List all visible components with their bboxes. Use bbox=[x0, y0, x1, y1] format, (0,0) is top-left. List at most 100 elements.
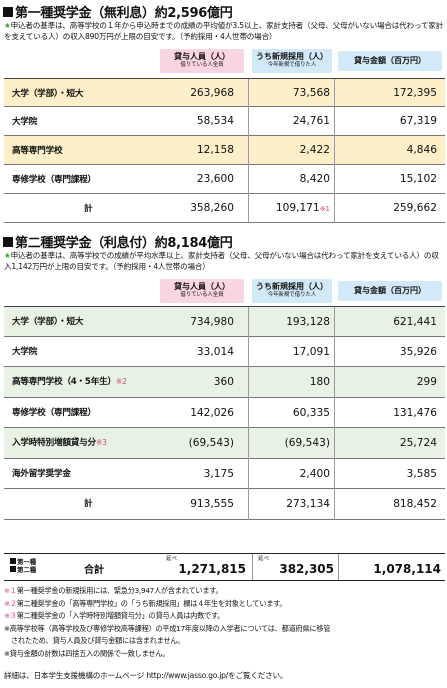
grand-total-recipients-value: 1,271,815 bbox=[178, 562, 246, 576]
recipients-value: 358,260 bbox=[190, 202, 234, 214]
row-label: 専修学校（専門課程） bbox=[12, 398, 96, 429]
footnote-text: ※貸与金額の計数は四捨五入の関係で一致しません。 bbox=[4, 648, 170, 658]
footnote-mark: ※１ bbox=[4, 586, 17, 595]
recipients-value: 33,014 bbox=[196, 345, 234, 358]
star-icon: ★ bbox=[4, 251, 11, 260]
footnote-text: 第二種奨学金の「入学時特別増額貸与分」の貸与人員は内数です。 bbox=[16, 611, 225, 620]
new-value-text: 2,400 bbox=[299, 467, 330, 480]
recipients-value: 23,600 bbox=[196, 173, 234, 185]
row-label: 大学院 bbox=[12, 337, 37, 368]
row-label: 海外留学奨学金 bbox=[12, 459, 71, 490]
column-divider bbox=[334, 489, 335, 520]
column-divider bbox=[248, 107, 249, 136]
header-label: うち新規採用（人） bbox=[256, 282, 328, 291]
recipients-value: 58,534 bbox=[196, 115, 234, 127]
new-value: 73,568 bbox=[248, 79, 330, 109]
recipients-value: (69,543) bbox=[188, 437, 234, 449]
amount-value: 35,926 bbox=[399, 345, 437, 358]
row-label-text: 専修学校（専門課程） bbox=[12, 175, 96, 185]
row-label: 計 bbox=[84, 194, 93, 224]
table-row: 高等専門学校（4・5年生）※2 360 180 299 bbox=[4, 367, 445, 398]
recipients-value: 12,158 bbox=[196, 144, 234, 156]
table-row: 高等専門学校 12,158 2,422 4,846 bbox=[4, 136, 445, 165]
new-value-text: 24,761 bbox=[292, 115, 330, 127]
row-label: 計 bbox=[84, 489, 93, 520]
table-row: 専修学校（専門課程） 23,600 8,420 15,102 bbox=[4, 165, 445, 194]
new-value-text: 2,422 bbox=[299, 144, 330, 156]
section1-title-text: 第一種奨学金（無利息）約2,596億円 bbox=[15, 6, 233, 21]
row-label-text: 高等専門学校（4・5年生） bbox=[12, 377, 116, 387]
new-value: (69,543) bbox=[248, 428, 330, 460]
row-label-text: 大学院 bbox=[12, 346, 38, 357]
square-bullet-icon bbox=[10, 566, 16, 572]
amount-value: 15,102 bbox=[399, 173, 437, 185]
amount-value: 299 bbox=[416, 376, 437, 388]
row-label: 大学院 bbox=[12, 107, 37, 137]
new-value-text: 273,134 bbox=[286, 498, 330, 510]
grand-total-recipients: 延べ 1,271,815 bbox=[164, 554, 248, 580]
row-label-text: 高等専門学校 bbox=[12, 146, 63, 156]
recipients-value: 142,026 bbox=[190, 406, 234, 419]
section1-header-amount: 貸与金額（百万円） bbox=[338, 51, 442, 71]
row-label-text: 専修学校（専門課程） bbox=[12, 407, 96, 418]
note-mark: ※1 bbox=[319, 205, 330, 213]
recipients-value: 360 bbox=[213, 376, 234, 388]
amount-value: 67,319 bbox=[399, 115, 437, 127]
column-divider bbox=[248, 397, 249, 428]
column-divider bbox=[334, 194, 335, 223]
new-value-text: 180 bbox=[309, 376, 330, 388]
new-value-text: 73,568 bbox=[292, 87, 330, 99]
column-divider bbox=[248, 194, 249, 223]
square-bullet-icon bbox=[10, 558, 16, 564]
recipients-value: 3,175 bbox=[203, 467, 234, 480]
footnote-text: 第一種奨学金の新規採用には、緊急分3,947人が含まれています。 bbox=[16, 586, 223, 595]
footnote: ※３第二種奨学金の「入学時特別増額貸与分」の貸与人員は内数です。 bbox=[4, 610, 224, 622]
new-value: 2,400 bbox=[248, 459, 330, 491]
header-sublabel: 今年新規で借りた人 bbox=[267, 62, 317, 68]
section2-title-text: 第二種奨学金（利息付）約8,184億円 bbox=[15, 236, 233, 251]
row-label-text: 入学時特別増額貸与分 bbox=[12, 438, 96, 448]
new-value-text: 109,171 bbox=[275, 202, 320, 214]
column-divider bbox=[334, 367, 335, 398]
footnote: ※２第二種奨学金の「高等専門学校」の「うち新規採用」欄は４年生を対象としています… bbox=[4, 598, 287, 610]
amount-value: 25,724 bbox=[399, 437, 437, 449]
nobe-label: 延べ bbox=[258, 556, 270, 562]
row-label: 高等専門学校（4・5年生）※2 bbox=[12, 367, 127, 398]
footnote: ※高等学校等（高等学校及び専修学校高等課程）の平成17年度以降の入学者については… bbox=[4, 623, 331, 635]
row-label: 入学時特別増額貸与分※3 bbox=[12, 428, 107, 459]
header-label: 貸与金額（百万円） bbox=[354, 286, 426, 295]
row-label-text: 海外留学奨学金 bbox=[12, 468, 71, 479]
amount-value: 3,585 bbox=[406, 467, 437, 480]
recipients-value: 734,980 bbox=[190, 316, 234, 328]
column-divider bbox=[248, 367, 249, 398]
table-row: 大学院 33,014 17,091 35,926 bbox=[4, 336, 445, 368]
amount-value: 4,846 bbox=[406, 144, 437, 156]
section2-header-amount: 貸与金額（百万円） bbox=[338, 281, 442, 301]
header-label: 貸与人員（人） bbox=[174, 282, 230, 291]
more-info-text: 詳細は、日本学生支援機構のホームページ http://www.jasso.go.… bbox=[4, 671, 288, 680]
footnote-text: 第二種奨学金の「高等専門学校」の「うち新規採用」欄は４年生を対象としています。 bbox=[16, 598, 287, 608]
row-label: 大学（学部）・短大 bbox=[12, 79, 83, 109]
new-value: 180 bbox=[248, 367, 330, 399]
footnote: ※１第一種奨学金の新規採用には、緊急分3,947人が含まれています。 bbox=[4, 585, 223, 597]
new-value: 60,335 bbox=[248, 398, 330, 430]
amount-value: 131,476 bbox=[393, 406, 437, 419]
nobe-label: 延べ bbox=[166, 556, 178, 562]
table-row: 専修学校（専門課程） 142,026 60,335 131,476 bbox=[4, 397, 445, 430]
column-divider bbox=[338, 554, 339, 580]
row-label-text: 大学院 bbox=[12, 117, 38, 127]
section1-header-recipients: 貸与人員（人） 借りている人全員 bbox=[160, 49, 244, 73]
header-sublabel: 今年新規で借りた人 bbox=[267, 292, 317, 298]
header-label: 貸与人員（人） bbox=[174, 52, 230, 61]
table-row: 計 358,260 109,171※1 259,662 bbox=[4, 194, 445, 223]
square-bullet-icon bbox=[3, 7, 13, 17]
section1-note-text: 申込者の基準は、高等学校の１年から申込時までの成績の平均値が3.5以上、家計支持… bbox=[4, 21, 444, 41]
column-divider bbox=[334, 307, 335, 338]
amount-value: 818,452 bbox=[393, 498, 437, 510]
amount-value: 621,441 bbox=[393, 316, 437, 328]
grand-total-new: 延べ 382,305 bbox=[256, 554, 336, 580]
table-row: 海外留学奨学金 3,175 2,400 3,585 bbox=[4, 458, 445, 491]
row-label-text: 計 bbox=[84, 204, 93, 214]
row-label: 専修学校（専門課程） bbox=[12, 165, 96, 195]
new-value: 2,422 bbox=[248, 136, 330, 166]
